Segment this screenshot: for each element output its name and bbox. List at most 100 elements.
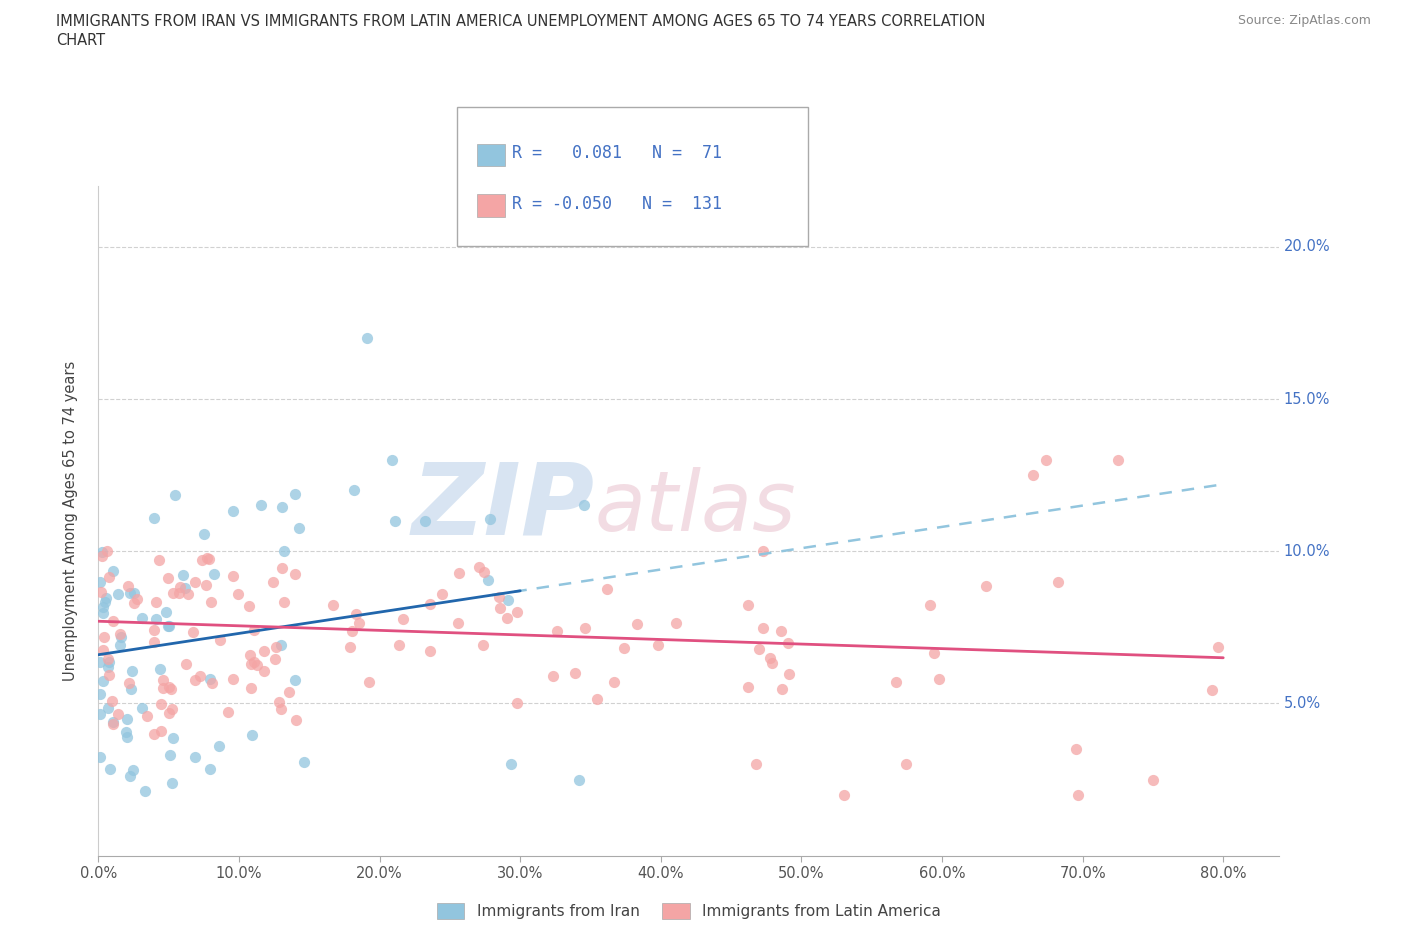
Point	[197, 551, 219, 566]
Point	[1022, 468, 1045, 483]
Text: R =   0.081   N =  71: R = 0.081 N = 71	[512, 144, 721, 163]
Point	[292, 755, 315, 770]
Point	[157, 619, 180, 634]
Point	[91, 600, 114, 615]
Text: ZIP: ZIP	[412, 458, 595, 556]
Point	[770, 624, 793, 639]
Point	[271, 561, 294, 576]
Point	[157, 618, 180, 633]
Point	[430, 586, 453, 601]
Text: IMMIGRANTS FROM IRAN VS IMMIGRANTS FROM LATIN AMERICA UNEMPLOYMENT AMONG AGES 65: IMMIGRANTS FROM IRAN VS IMMIGRANTS FROM …	[56, 14, 986, 29]
Point	[238, 599, 260, 614]
Point	[183, 575, 205, 590]
Point	[149, 697, 172, 711]
Point	[162, 701, 184, 716]
Point	[277, 684, 299, 699]
Point	[1064, 741, 1087, 756]
Point	[613, 641, 636, 656]
Point	[239, 648, 262, 663]
Point	[121, 664, 143, 679]
Point	[201, 676, 224, 691]
Point	[284, 672, 307, 687]
Point	[496, 610, 519, 625]
Point	[91, 606, 114, 621]
Point	[974, 578, 997, 593]
Point	[647, 638, 669, 653]
Point	[284, 486, 307, 501]
Point	[198, 671, 221, 686]
Point	[264, 640, 287, 655]
Point	[176, 657, 198, 671]
Point	[118, 676, 141, 691]
Point	[665, 616, 688, 631]
Point	[253, 644, 276, 658]
Point	[468, 559, 491, 574]
Point	[1206, 639, 1229, 654]
Point	[413, 513, 436, 528]
Point	[419, 596, 441, 611]
Point	[392, 611, 415, 626]
Point	[145, 595, 167, 610]
Point	[160, 682, 183, 697]
Point	[162, 731, 184, 746]
Point	[472, 565, 495, 579]
Point	[285, 712, 308, 727]
Point	[200, 595, 222, 610]
Point	[596, 581, 619, 596]
Point	[98, 762, 121, 777]
Point	[103, 716, 125, 731]
Point	[155, 604, 177, 619]
Point	[96, 544, 118, 559]
Text: atlas: atlas	[595, 467, 796, 548]
Point	[96, 591, 118, 605]
Point	[250, 498, 273, 512]
Point	[122, 586, 145, 601]
Point	[832, 788, 855, 803]
Point	[564, 666, 586, 681]
Point	[222, 671, 245, 686]
Point	[89, 575, 111, 590]
Point	[134, 783, 156, 798]
Text: Source: ZipAtlas.com: Source: ZipAtlas.com	[1237, 14, 1371, 27]
Point	[896, 757, 918, 772]
Point	[145, 612, 167, 627]
Point	[89, 750, 111, 764]
Point	[89, 686, 111, 701]
Point	[202, 566, 225, 581]
Point	[127, 591, 149, 606]
Point	[91, 674, 114, 689]
Point	[114, 724, 136, 739]
Point	[357, 675, 380, 690]
Point	[477, 573, 499, 588]
Point	[922, 645, 945, 660]
Point	[94, 595, 117, 610]
Point	[603, 674, 626, 689]
Point	[239, 657, 262, 671]
Point	[262, 575, 284, 590]
Point	[752, 620, 775, 635]
Point	[776, 636, 799, 651]
Point	[115, 730, 138, 745]
Point	[270, 638, 292, 653]
Point	[471, 638, 494, 653]
Point	[273, 544, 295, 559]
Point	[506, 696, 529, 711]
Point	[270, 499, 292, 514]
Point	[142, 511, 165, 525]
Point	[222, 504, 245, 519]
Point	[419, 644, 441, 658]
Point	[344, 606, 367, 621]
Point	[91, 548, 114, 563]
Point	[101, 614, 124, 629]
Point	[195, 551, 218, 565]
Point	[120, 682, 142, 697]
Point	[163, 487, 186, 502]
Point	[110, 630, 132, 644]
Point	[263, 652, 285, 667]
Point	[501, 757, 523, 772]
Point	[339, 639, 361, 654]
Point	[572, 498, 595, 512]
Point	[149, 661, 172, 676]
Point	[91, 643, 114, 658]
Point	[496, 593, 519, 608]
